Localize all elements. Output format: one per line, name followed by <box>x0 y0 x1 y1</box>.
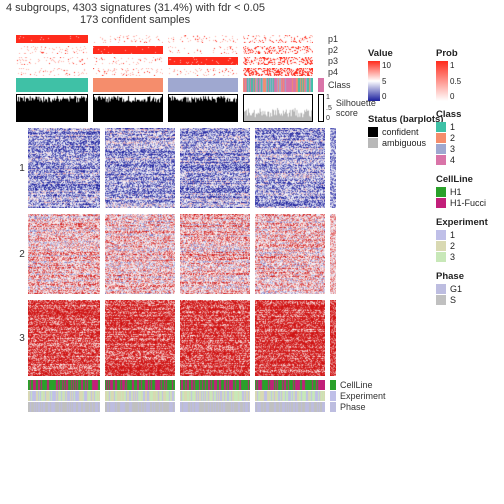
legend-item: 4 <box>436 155 488 165</box>
legend-item: G1 <box>436 284 488 294</box>
legend-swatch <box>436 241 446 251</box>
colorbar-tick: 0 <box>450 92 461 101</box>
legend-title: Prob <box>436 48 488 59</box>
legend-title: Class <box>436 109 488 120</box>
heatmap-block: 3 <box>16 300 360 376</box>
legend-title: CellLine <box>436 174 488 185</box>
legend-swatch <box>368 138 378 148</box>
legend-swatch <box>436 155 446 165</box>
silhouette-row: 1 .5 0 Silhouette score <box>16 94 360 122</box>
bottom-track-row: Phase <box>16 402 360 412</box>
colorbar-tick: 0 <box>382 92 391 101</box>
value-colorbar-title: Value <box>368 48 393 59</box>
prob-track-row: p4 <box>16 67 360 77</box>
legend-item: H1 <box>436 187 488 197</box>
page-subtitle: 173 confident samples <box>0 14 504 28</box>
legend-label: confident <box>382 127 419 137</box>
silh-tick: 1 <box>326 94 332 101</box>
phase-legend: Phase G1S <box>436 271 488 306</box>
colorbar-tick: 0.5 <box>450 77 461 86</box>
legend-swatch <box>436 230 446 240</box>
legend-label: 2 <box>450 133 455 143</box>
legend-swatch <box>436 122 446 132</box>
legend-item: confident <box>368 127 443 137</box>
value-colorbar-block: Value 10 5 0 <box>368 48 393 101</box>
silh-tick: .5 <box>326 105 332 112</box>
prob-track-row: p3 <box>16 56 360 66</box>
prob-colorbar-block: Prob 1 0.5 0 <box>436 48 488 101</box>
bottom-track-row: Experiment <box>16 391 360 401</box>
legend-item: 2 <box>436 133 488 143</box>
legend-item: H1-Fucci <box>436 198 488 208</box>
legend-item: S <box>436 295 488 305</box>
plot-area: p1p2p3p4 Class 1 .5 0 Silhouette score 1… <box>16 34 360 413</box>
bottom-track-label: CellLine <box>340 380 504 390</box>
prob-colorbar <box>436 61 448 101</box>
heatmap-row-label: 3 <box>16 300 28 376</box>
legend-swatch <box>436 252 446 262</box>
legend-label: S <box>450 295 456 305</box>
value-colorbar <box>368 61 380 101</box>
class-legend: Class 1234 <box>436 109 488 166</box>
legend-title: Status (barplots) <box>368 114 443 125</box>
legend-label: ambiguous <box>382 138 426 148</box>
legend-item: 1 <box>436 122 488 132</box>
heatmap-block: 2 <box>16 214 360 294</box>
bottom-track-label: Experiment <box>340 391 504 401</box>
colorbar-tick: 5 <box>382 77 391 86</box>
legend-swatch <box>368 127 378 137</box>
legend-label: H1-Fucci <box>450 198 486 208</box>
legend-label: 1 <box>450 122 455 132</box>
heatmap-row-label: 1 <box>16 128 28 208</box>
legend-swatch <box>436 295 446 305</box>
heatmap-row-label: 2 <box>16 214 28 294</box>
legend-label: 2 <box>450 241 455 251</box>
legend-swatch <box>436 133 446 143</box>
silhouette-axis: 1 .5 0 <box>326 94 332 122</box>
legend-label: H1 <box>450 187 462 197</box>
legend-label: 3 <box>450 144 455 154</box>
page-title: 4 subgroups, 4303 signatures (31.4%) wit… <box>0 0 504 14</box>
heatmap-block: 1 <box>16 128 360 208</box>
cellline-legend: CellLine H1H1-Fucci <box>436 174 488 209</box>
legend-item: 1 <box>436 230 488 240</box>
legend-swatch <box>436 144 446 154</box>
silh-tick: 0 <box>326 115 332 122</box>
legend-item: ambiguous <box>368 138 443 148</box>
legend-title: Phase <box>436 271 488 282</box>
legend-swatch <box>436 198 446 208</box>
status-legend: Status (barplots) confidentambiguous <box>368 114 443 149</box>
experiment-legend: Experiment 123 <box>436 217 488 263</box>
legend-item: 2 <box>436 241 488 251</box>
bottom-track-label: Phase <box>340 402 504 412</box>
colorbar-tick: 1 <box>450 61 461 70</box>
prob-track-label: p1 <box>328 34 504 44</box>
legend-item: 3 <box>436 144 488 154</box>
class-track-row: Class <box>16 78 360 92</box>
legend-label: 3 <box>450 252 455 262</box>
prob-track-row: p1 <box>16 34 360 44</box>
legend-swatch <box>436 187 446 197</box>
legend-title: Experiment <box>436 217 488 228</box>
prob-track-row: p2 <box>16 45 360 55</box>
colorbar-tick: 10 <box>382 61 391 70</box>
legend-swatch <box>436 284 446 294</box>
legend-label: 4 <box>450 155 455 165</box>
legend-item: 3 <box>436 252 488 262</box>
legend-label: G1 <box>450 284 462 294</box>
bottom-track-row: CellLine <box>16 380 360 390</box>
legend-label: 1 <box>450 230 455 240</box>
